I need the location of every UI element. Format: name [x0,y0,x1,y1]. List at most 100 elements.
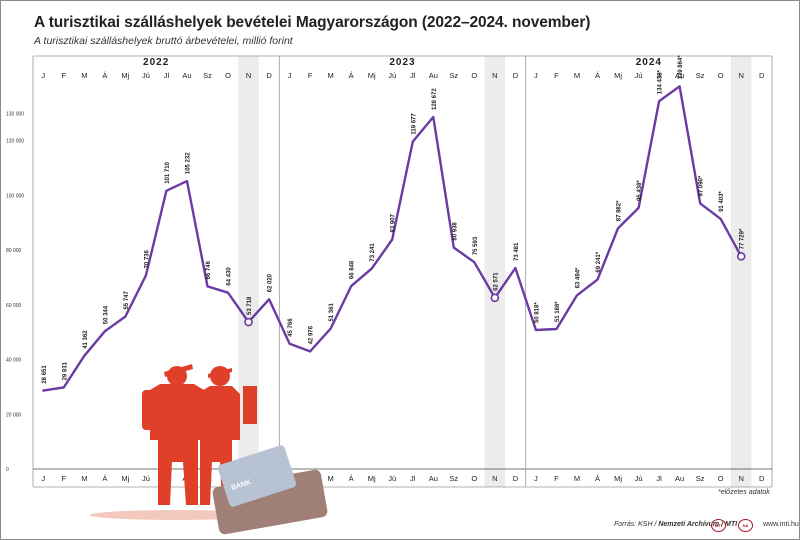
month-label-bottom: N [738,474,743,483]
highlight-band [238,56,259,487]
month-label-bottom: Jú [635,474,643,483]
y-tick-label: 40 000 [6,358,22,364]
hat-shape [164,364,193,377]
month-label-top: Mj [368,71,376,80]
month-label-bottom: D [759,474,765,483]
month-label-bottom: F [61,474,66,483]
year-label: 2023 [389,57,415,68]
month-label-top: Sz [203,71,212,80]
data-label: 105 232 [186,152,192,174]
month-label-top: Jl [410,71,416,80]
y-tick-label: 0 [6,467,9,473]
series-line-path [42,85,743,392]
data-label: 53 718 [247,296,253,315]
chart-subtitle: A turisztikai szálláshelyek bruttó árbev… [34,35,293,47]
data-label: 128 672 [432,88,438,110]
data-label: 97 090* [699,175,705,196]
data-label: 87 982* [617,200,623,221]
month-label-top: F [308,71,313,80]
month-label-top: Jú [388,71,396,80]
month-label-top: N [492,71,497,80]
data-label: 66 746 [206,260,212,279]
data-label: 45 766 [288,318,294,337]
data-label: 66 848 [350,260,356,279]
month-label-bottom: O [471,474,477,483]
month-label-bottom: Jl [656,474,662,483]
data-label: 73 241 [370,243,376,262]
month-label-top: Á [102,71,107,80]
month-label-bottom: Jl [410,474,416,483]
month-label-top: D [266,71,272,80]
month-label-bottom: J [534,474,538,483]
data-label: 70 736 [144,249,150,268]
month-label-bottom: Á [102,474,107,483]
year-label: 2024 [636,57,662,68]
archive-logo: NA [738,519,753,532]
source-url[interactable]: www.mti.hu [763,521,799,528]
data-label: 83 907 [391,213,397,232]
month-label-bottom: Á [595,474,600,483]
data-label: 75 593 [473,236,479,255]
data-label: 62 020 [268,273,274,292]
bank-card-shape [217,445,297,507]
data-label: 41 362 [83,330,89,349]
tourists-illustration: BANK [90,364,328,535]
axes [32,55,773,488]
data-label: 64 430 [227,267,233,286]
data-label: 134 439* [658,70,664,95]
data-labels: 28 651 29 831 41 362 50 344 55 747 70 736 101 … [42,55,746,384]
data-label: 42 976 [309,325,315,344]
month-label-bottom: M [328,474,334,483]
month-label-top: Jl [164,71,170,80]
month-label-top: Jú [142,71,150,80]
y-tick-label: 80 000 [6,248,22,254]
data-label: 77 729* [740,228,746,249]
highlight-band [484,56,506,487]
source-prefix: Forrás: KSH / [614,521,659,528]
month-label-top: D [513,71,519,80]
data-label: 55 747 [124,291,130,310]
month-label-top: N [738,71,743,80]
month-label-top: M [574,71,580,80]
month-label-top: Á [595,71,600,80]
month-label-bottom: J [41,474,45,483]
mti-logo: MTI [711,519,726,532]
data-label: 50 818* [534,302,540,323]
month-label-top: Mj [614,71,622,80]
source-credit: Forrás: KSH / Nemzeti Archívum / MTI [614,521,737,528]
y-tick-label: 120 000 [6,139,24,145]
month-label-bottom: Sz [449,474,458,483]
month-label-bottom: Au [429,474,438,483]
month-label-top: Sz [449,71,458,80]
month-label-bottom: Jú [142,474,150,483]
month-label-top: M [328,71,334,80]
month-label-top: F [554,71,559,80]
data-label: 80 938 [452,222,458,241]
map-shape [243,386,257,424]
y-tick-label: 100 000 [6,193,24,199]
data-label: 91 403* [719,191,725,212]
month-label-bottom: Au [675,474,684,483]
data-label: 51 186* [555,301,561,322]
month-label-bottom: M [81,474,87,483]
hat-shape [208,368,232,378]
month-label-top: J [41,71,45,80]
highlight-point [244,317,253,327]
data-label: 119 677 [411,113,417,135]
month-label-bottom: D [513,474,519,483]
data-label: 73 481 [514,242,520,261]
month-label-bottom: Mj [121,474,129,483]
year-label: 2022 [143,57,169,68]
person-body-shape [150,384,206,505]
y-axis-ticks: 0 20 000 40 000 60 000 80 000 100 000 120 000 1… [6,111,24,473]
chart-title: A turisztikai szálláshelyek bevételei Ma… [34,14,591,31]
data-label: 62 571 [493,272,499,291]
y-tick-label: 130 000 [6,111,24,117]
data-label: 28 651 [42,365,48,384]
month-label-top: Jl [656,71,662,80]
y-tick-label: 60 000 [6,303,22,309]
data-label: 29 831 [62,361,68,380]
data-label: 101 710 [165,161,171,183]
backpack-shape [142,390,162,430]
